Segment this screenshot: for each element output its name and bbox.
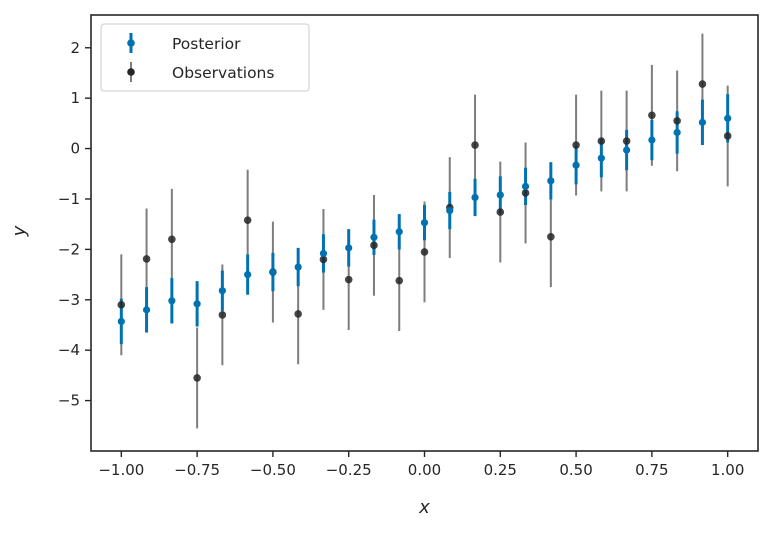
observation-point (698, 80, 707, 88)
plot-frame (90, 14, 759, 452)
x-tick-label: 1.00 (711, 461, 744, 479)
posterior-point (168, 297, 176, 305)
posterior-point (547, 177, 555, 185)
posterior-point (597, 154, 605, 162)
observation-point (218, 311, 227, 319)
observation-point (420, 248, 429, 256)
posterior-point (572, 161, 580, 169)
x-tick-label: 0.25 (484, 461, 517, 479)
posterior-point (623, 146, 631, 154)
posterior-point (446, 206, 454, 215)
posterior-point (345, 244, 353, 252)
y-tick-label: 2 (70, 39, 80, 57)
x-tick-label: 0.50 (559, 461, 592, 479)
observation-point (168, 235, 176, 244)
observation-point (673, 117, 681, 125)
observation-point (117, 301, 126, 309)
y-axis-label: y (9, 225, 30, 237)
legend-box (100, 23, 310, 92)
observation-point (622, 137, 631, 145)
posterior-point (294, 263, 302, 271)
x-tick-label: −0.75 (174, 461, 220, 479)
y-tick-label: −5 (58, 392, 80, 410)
observation-point (521, 189, 530, 197)
observation-point (294, 310, 302, 318)
posterior-point (244, 270, 252, 279)
posterior-point (269, 268, 277, 276)
x-tick-label: −0.50 (250, 461, 296, 479)
y-tick-label: 0 (70, 140, 80, 158)
y-tick-label: 1 (70, 89, 80, 107)
observation-point (547, 232, 555, 241)
posterior-point (395, 228, 403, 236)
observation-point (344, 275, 353, 284)
observation-point (496, 208, 505, 216)
observation-point (395, 276, 404, 285)
posterior-point (648, 136, 656, 144)
posterior-point (370, 233, 378, 241)
posterior-point (420, 219, 429, 227)
observation-point (193, 374, 201, 382)
posterior-point (496, 191, 504, 199)
legend-label: Observations (172, 64, 274, 82)
posterior-point (673, 128, 681, 137)
posterior-point (218, 287, 226, 295)
marker-layer (117, 80, 732, 382)
x-axis-label: x (418, 497, 430, 518)
posterior-point (319, 249, 328, 258)
tick-layer: −1.00 −0.75 −0.50 −0.25 0.00 0.25 0.50 0.75 1.00… (58, 39, 745, 479)
posterior-point (471, 193, 479, 202)
legend-label: Posterior (172, 35, 241, 53)
observation-point (597, 137, 606, 145)
observation-point (370, 241, 378, 250)
observation-point (648, 111, 656, 120)
posterior-point (193, 300, 201, 308)
y-tick-label: −4 (58, 341, 80, 359)
posterior-point (521, 182, 530, 190)
y-tick-label: −1 (58, 190, 80, 208)
posterior-point (117, 317, 125, 326)
observation-point (243, 216, 252, 224)
x-tick-label: 0.00 (408, 461, 441, 479)
observation-point (319, 255, 328, 264)
y-tick-label: −3 (58, 291, 80, 309)
x-tick-label: −1.00 (98, 461, 144, 479)
y-tick-label: −2 (58, 240, 80, 258)
posterior-point (142, 306, 151, 314)
posterior-point (698, 118, 707, 126)
legend-marker (127, 39, 135, 47)
observation-point (723, 132, 732, 140)
observation-point (471, 141, 479, 149)
posterior-point (724, 114, 732, 122)
observation-point (142, 255, 151, 263)
legend-marker (127, 68, 135, 76)
x-tick-label: 0.75 (635, 461, 668, 479)
legend: Posterior Observations (100, 23, 310, 92)
observation-point (572, 141, 580, 149)
x-tick-label: −0.25 (326, 461, 372, 479)
